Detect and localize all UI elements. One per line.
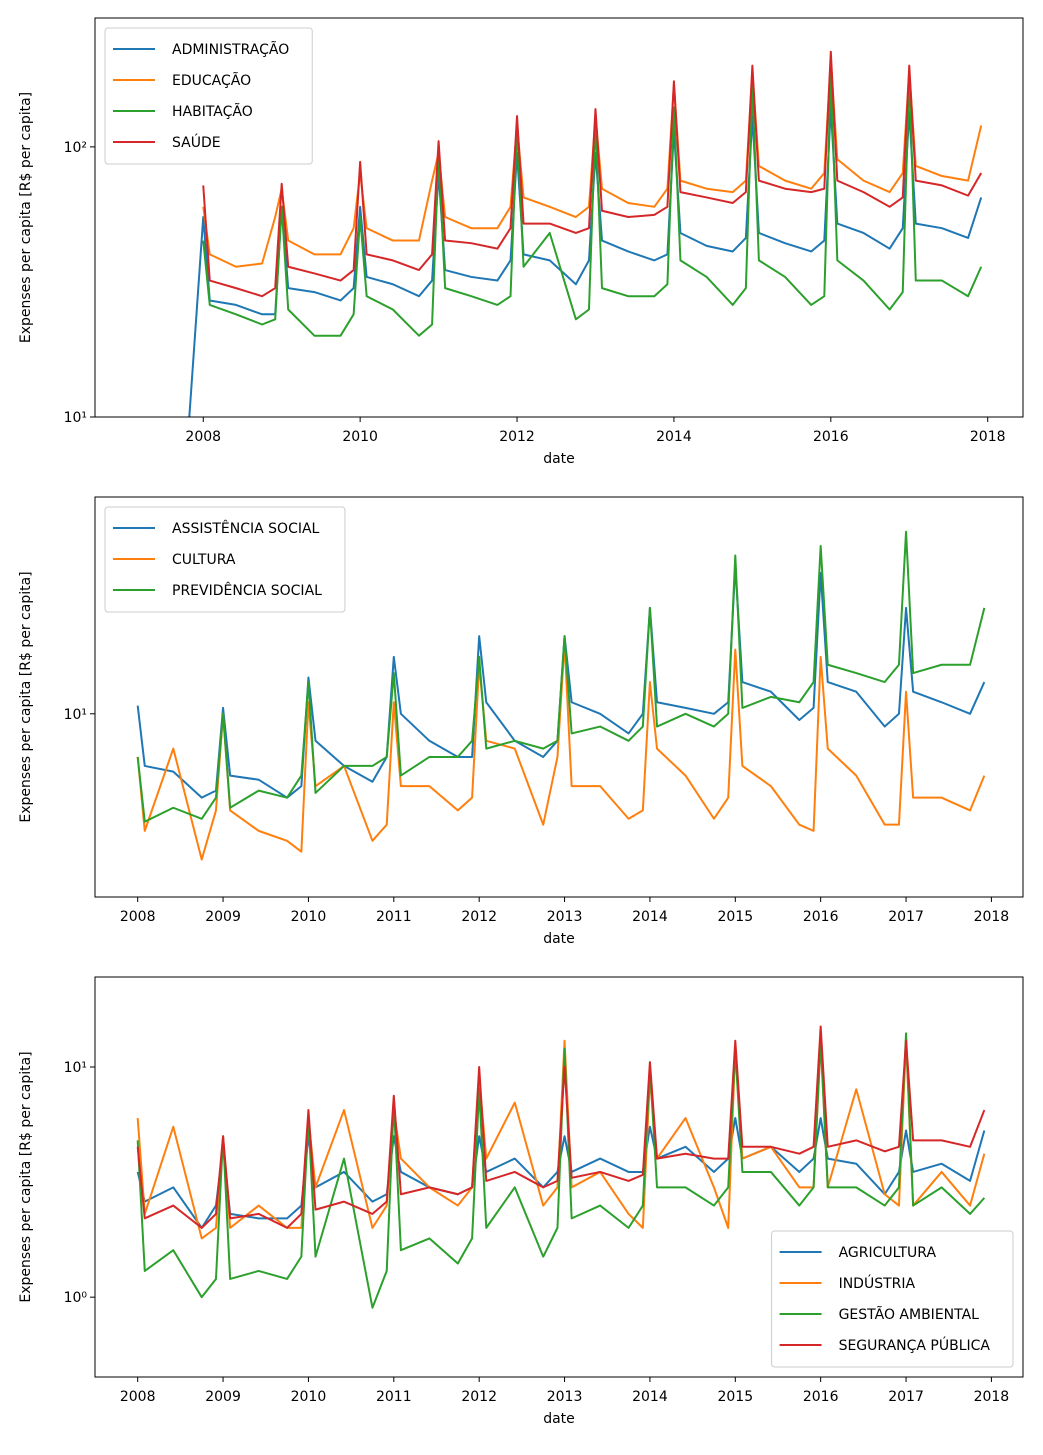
x-tick-label: 2010 [342,429,378,445]
x-tick-label: 2016 [813,429,849,445]
y-tick-label: 10⁰ [64,1290,88,1306]
y-tick-label: 10¹ [64,410,87,426]
series-line [202,50,983,298]
subplot: 10¹ 10² 2008 2010 2012 2014 2016 2018 date Expens… [18,17,1024,467]
legend-label: EDUCAÇÃO [172,72,251,89]
x-tick-label: 2014 [632,1389,668,1405]
x-tick-label: 2008 [120,1389,156,1405]
x-axis-label: date [543,931,575,947]
lines [188,50,983,417]
legend-label: SEGURANÇA PÚBLICA [839,1336,991,1354]
x-tick-label: 2009 [205,1389,241,1405]
series-line [202,73,983,337]
axes-frame [94,17,1024,418]
legend-label: AGRICULTURA [839,1245,937,1261]
x-tick-label: 2010 [291,1389,327,1405]
x-tick-label: 2017 [888,909,924,925]
axes-frame [94,496,1024,898]
lines [136,530,986,861]
x-tick-label: 2016 [803,1389,839,1405]
series-line [188,106,983,417]
subplot: 10¹ 2008 2009 2010 2011 2012 2013 2014 2015 2016 2… [18,496,1024,947]
x-tick-label: 2015 [717,909,753,925]
legend-label: GESTÃO AMBIENTAL [839,1306,980,1323]
x-tick-label: 2017 [888,1389,924,1405]
x-tick-label: 2015 [717,1389,753,1405]
x-tick-label: 2012 [499,429,535,445]
y-tick-label: 10¹ [64,707,87,723]
x-tick-label: 2018 [970,429,1006,445]
series-line [136,1025,986,1229]
x-axis-label: date [543,451,575,467]
legend-label: SAÚDE [172,133,221,151]
y-axis-label: Expenses per capita [R$ per capita] [18,92,34,343]
y-tick-label: 10¹ [64,1060,87,1076]
lines [136,1025,986,1309]
legend-label: ADMINISTRAÇÃO [172,41,289,58]
legend-label: HABITAÇÃO [172,103,253,120]
x-tick-label: 2009 [205,909,241,925]
x-tick-label: 2010 [291,909,327,925]
y-axis-label: Expenses per capita [R$ per capita] [18,1051,34,1302]
subplot: 10⁰ 10¹ 2008 2009 2010 2011 2012 2013 2014 2015 20… [18,976,1024,1427]
x-tick-label: 2014 [656,429,692,445]
legend-box [771,1230,1014,1368]
x-tick-label: 2011 [376,1389,412,1405]
legend: AGRICULTURA INDÚSTRIA GESTÃO AMBIENTAL SEGU… [771,1230,1014,1368]
x-tick-label: 2013 [547,909,583,925]
y-axis-label: Expenses per capita [R$ per capita] [18,571,34,822]
legend-label: ASSISTÊNCIA SOCIAL [172,519,320,537]
x-tick-label: 2014 [632,909,668,925]
x-tick-label: 2013 [547,1389,583,1405]
axes-frame [94,976,1024,1378]
x-axis-label: date [543,1411,575,1427]
legend-box [104,27,313,165]
x-tick-label: 2011 [376,909,412,925]
legend-label: CULTURA [172,552,236,568]
legend-box [104,506,346,613]
x-tick-label: 2008 [185,429,221,445]
legend-label: PREVIDÊNCIA SOCIAL [172,581,322,599]
x-tick-label: 2012 [461,909,497,925]
legend: ADMINISTRAÇÃO EDUCAÇÃO HABITAÇÃO SAÚDE [104,27,313,165]
x-tick-label: 2018 [974,909,1010,925]
x-tick-label: 2016 [803,909,839,925]
legend: ASSISTÊNCIA SOCIAL CULTURA PREVIDÊNCIA SOC… [104,506,346,613]
legend-label: INDÚSTRIA [839,1274,916,1292]
series-line [136,530,986,823]
x-tick-label: 2018 [974,1389,1010,1405]
x-tick-label: 2012 [461,1389,497,1405]
x-tick-label: 2008 [120,909,156,925]
y-tick-label: 10² [64,140,87,156]
